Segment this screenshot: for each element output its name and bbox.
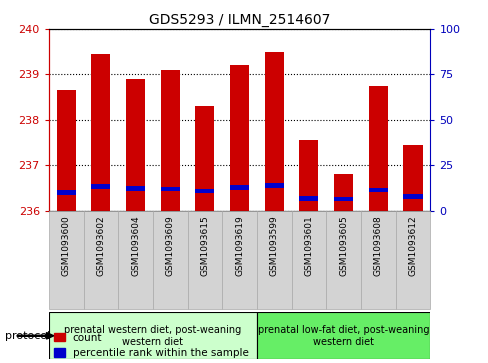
Text: prenatal low-fat diet, post-weaning
western diet: prenatal low-fat diet, post-weaning west… [257,325,428,347]
Legend: count, percentile rank within the sample: count, percentile rank within the sample [54,333,248,358]
Text: GSM1093615: GSM1093615 [200,215,209,276]
Bar [299,140,318,211]
Bar [161,70,180,211]
Text: GSM1093601: GSM1093601 [304,215,313,276]
Bar [291,211,325,309]
Bar [83,211,118,309]
Text: GSM1093619: GSM1093619 [235,215,244,276]
Bar [91,54,110,211]
Bar [230,185,249,189]
Bar [49,312,256,359]
Bar [264,183,283,188]
Text: GSM1093602: GSM1093602 [96,215,105,276]
Bar [118,211,153,309]
Bar [57,90,76,211]
Bar [222,211,256,309]
Bar [126,186,145,191]
Bar [153,211,187,309]
Bar [49,211,83,309]
Text: protocol: protocol [5,331,50,341]
Bar [299,196,318,201]
Bar [264,52,283,211]
Text: prenatal western diet, post-weaning
western diet: prenatal western diet, post-weaning west… [64,325,241,347]
Text: GSM1093605: GSM1093605 [339,215,347,276]
Bar [333,197,352,201]
Bar [57,190,76,195]
Text: GSM1093608: GSM1093608 [373,215,382,276]
Text: GSM1093609: GSM1093609 [165,215,174,276]
Bar [195,189,214,193]
Bar [195,106,214,211]
Bar [333,174,352,211]
Bar [368,188,387,192]
Bar [161,187,180,192]
Text: GSM1093604: GSM1093604 [131,215,140,276]
Text: GSM1093600: GSM1093600 [61,215,71,276]
Bar [230,65,249,211]
Title: GDS5293 / ILMN_2514607: GDS5293 / ILMN_2514607 [149,13,329,26]
Bar [325,211,360,309]
Bar [360,211,395,309]
Bar [368,86,387,211]
Bar [91,184,110,189]
Bar [403,194,422,199]
Bar [403,145,422,211]
Bar [256,211,291,309]
Bar [395,211,429,309]
Bar [256,312,429,359]
Bar [126,79,145,211]
Bar [187,211,222,309]
Text: GSM1093599: GSM1093599 [269,215,278,276]
Text: GSM1093612: GSM1093612 [407,215,417,276]
